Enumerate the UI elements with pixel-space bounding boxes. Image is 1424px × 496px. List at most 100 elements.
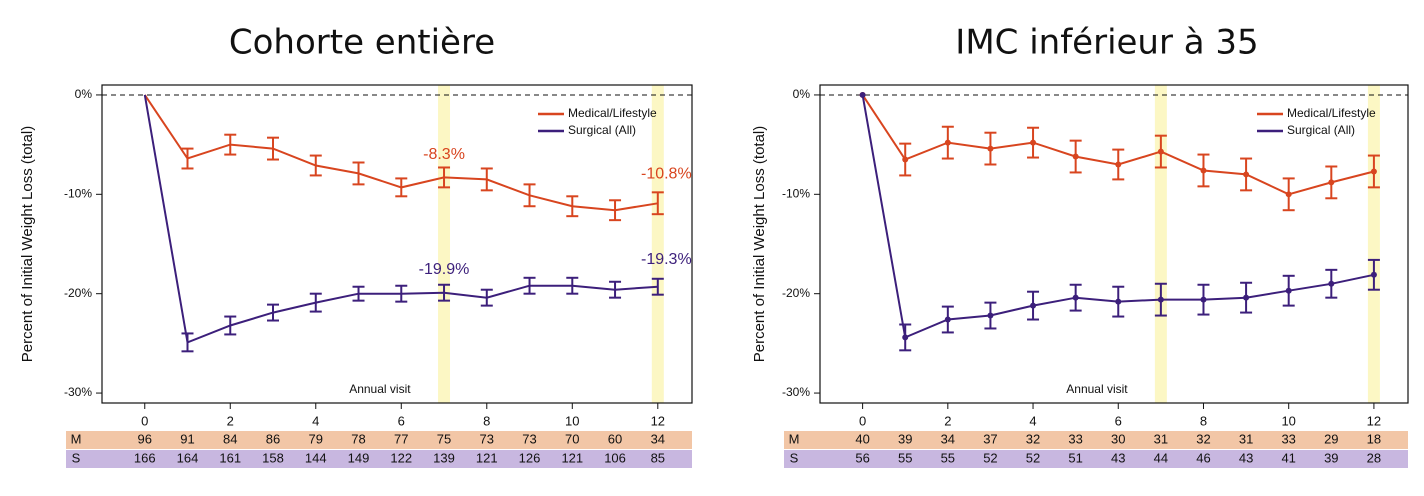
table-cell: 121 — [561, 450, 583, 465]
x-tick-label: 10 — [565, 413, 579, 428]
series-medical-lifestyle — [859, 91, 1380, 212]
x-tick-label: 2 — [227, 413, 234, 428]
table-cell: 86 — [266, 431, 280, 446]
table-cell: 70 — [565, 431, 579, 446]
data-point — [1243, 294, 1250, 301]
data-point — [902, 334, 909, 341]
table-cell: 75 — [437, 431, 451, 446]
y-tick-label: -30% — [64, 385, 92, 399]
y-tick-label: -20% — [782, 286, 810, 300]
x-tick-label: 6 — [398, 413, 405, 428]
chart-panel-2: IMC inférieur à 350%-10%-20%-30%0 2 4 6 8 10 1… — [751, 23, 1409, 468]
value-annotation: -19.9% — [419, 261, 470, 278]
table-cell: 56 — [855, 450, 869, 465]
series-medical-lifestyle — [143, 94, 664, 222]
table-cell: 34 — [651, 431, 665, 446]
data-point — [987, 312, 994, 319]
chart-panel-1: Cohorte entière 0% -10% -20% -30% 0 2 4 6 8 10 12 An… — [19, 23, 693, 468]
table-cell: 18 — [1367, 431, 1381, 446]
data-point — [1115, 161, 1122, 168]
data-point — [1072, 153, 1079, 160]
value-annotation: -8.3% — [423, 146, 465, 163]
series-surgical — [143, 94, 664, 353]
x-tick-label: 2 — [944, 413, 951, 428]
table-cell: 96 — [138, 431, 152, 446]
x-axis-label: Annual visit — [1066, 382, 1128, 396]
legend: Medical/Lifestyle Surgical (All) — [538, 106, 657, 137]
data-point — [1285, 287, 1292, 294]
table-cell: 73 — [480, 431, 494, 446]
table-row-label: S — [72, 450, 81, 465]
table-cell: 144 — [305, 450, 327, 465]
table-cell: 33 — [1068, 431, 1082, 446]
data-point — [1157, 148, 1164, 155]
x-tick-label: 0 — [859, 413, 866, 428]
data-point — [859, 91, 866, 98]
y-axis-label: Percent of Initial Weight Loss (total) — [19, 126, 36, 363]
table-cell: 121 — [476, 450, 498, 465]
table-cell: 33 — [1281, 431, 1295, 446]
table-row-s — [784, 450, 1408, 468]
legend-label: Surgical (All) — [568, 123, 636, 137]
table-cell: 126 — [519, 450, 541, 465]
table-cell: 31 — [1239, 431, 1253, 446]
table-cell: 39 — [1324, 450, 1338, 465]
table-cell: 32 — [1196, 431, 1210, 446]
x-tick-label: 4 — [1029, 413, 1036, 428]
table-cell: 149 — [348, 450, 370, 465]
data-point — [1285, 191, 1292, 198]
data-point — [1243, 171, 1250, 178]
legend-label: Medical/Lifestyle — [568, 106, 657, 120]
legend: Medical/Lifestyle Surgical (All) — [1257, 106, 1376, 137]
table-row-label: M — [71, 431, 82, 446]
data-point — [944, 316, 951, 323]
data-point — [902, 156, 909, 163]
data-point — [1030, 139, 1037, 146]
table-cell: 79 — [309, 431, 323, 446]
data-point — [1370, 271, 1377, 278]
legend-label: Medical/Lifestyle — [1287, 106, 1376, 120]
table-cell: 164 — [177, 450, 199, 465]
highlight-band — [1367, 85, 1380, 403]
x-axis-label: Annual visit — [349, 382, 411, 396]
chart-title: IMC inférieur à 35 — [955, 23, 1258, 63]
highlight-band — [651, 85, 664, 403]
table-cell: 39 — [898, 431, 912, 446]
x-tick-label: 0 — [141, 413, 148, 428]
table-cell: 91 — [180, 431, 194, 446]
data-point — [944, 139, 951, 146]
table-cell: 44 — [1154, 450, 1168, 465]
table-cell: 161 — [219, 450, 241, 465]
data-point — [1115, 298, 1122, 305]
table-cell: 55 — [941, 450, 955, 465]
table-cell: 28 — [1367, 450, 1381, 465]
table-cell: 52 — [1026, 450, 1040, 465]
table-row-s — [66, 450, 692, 468]
table-cell: 32 — [1026, 431, 1040, 446]
data-point — [1370, 168, 1377, 175]
table-cell: 85 — [651, 450, 665, 465]
x-tick-label: 10 — [1281, 413, 1295, 428]
y-axis-label: Percent of Initial Weight Loss (total) — [751, 126, 768, 363]
legend-label: Surgical (All) — [1287, 123, 1355, 137]
table-cell: 106 — [604, 450, 626, 465]
y-tick-label: -10% — [64, 186, 92, 200]
table-cell: 46 — [1196, 450, 1210, 465]
table-cell: 51 — [1068, 450, 1082, 465]
table-cell: 122 — [390, 450, 412, 465]
x-tick-label: 12 — [651, 413, 665, 428]
table-cell: 77 — [394, 431, 408, 446]
x-tick-label: 12 — [1367, 413, 1381, 428]
table-row-label: M — [789, 431, 800, 446]
series-surgical — [859, 91, 1380, 352]
x-tick-label: 6 — [1115, 413, 1122, 428]
chart-title: Cohorte entière — [229, 23, 495, 63]
table-cell: 43 — [1111, 450, 1125, 465]
highlight-band — [438, 85, 451, 403]
x-tick-label: 4 — [312, 413, 319, 428]
table-cell: 30 — [1111, 431, 1125, 446]
table-cell: 31 — [1154, 431, 1168, 446]
table-cell: 158 — [262, 450, 284, 465]
data-point — [1328, 280, 1335, 287]
